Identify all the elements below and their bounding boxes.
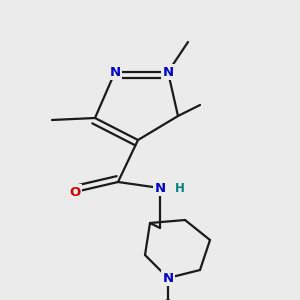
Text: N: N [162,272,174,284]
Text: H: H [175,182,184,194]
Text: N: N [154,182,166,194]
Text: N: N [110,65,121,79]
Text: N: N [162,65,174,79]
Text: O: O [69,185,81,199]
